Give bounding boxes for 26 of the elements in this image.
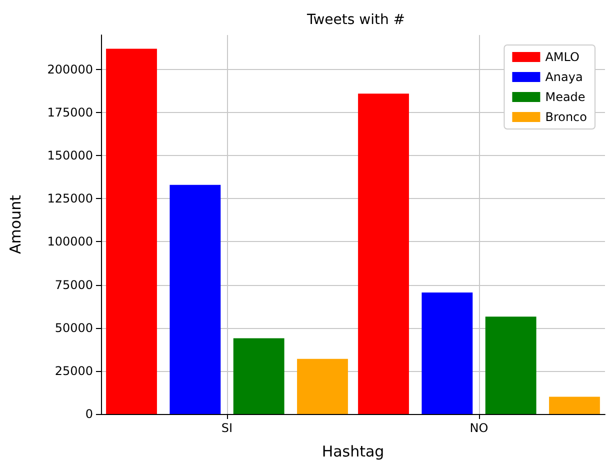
bar <box>297 358 348 414</box>
legend-label: Bronco <box>545 110 588 124</box>
legend-label: Meade <box>545 90 586 104</box>
y-tick-label: 50000 <box>54 320 93 335</box>
chart-title: Tweets with # <box>306 12 406 28</box>
y-tick-label: 150000 <box>47 148 93 163</box>
x-tick-label: SI <box>221 421 233 435</box>
bar <box>106 48 157 414</box>
bar <box>485 316 536 414</box>
bar <box>358 94 409 414</box>
bar <box>170 184 221 414</box>
y-tick-label: 0 <box>85 407 93 421</box>
y-tick-label: 125000 <box>47 192 93 206</box>
x-axis-title: Hashtag <box>322 442 384 460</box>
legend-label: Anaya <box>545 70 583 84</box>
bar <box>233 338 284 414</box>
x-tick-label: NO <box>470 421 488 435</box>
y-tick-label: 200000 <box>47 62 93 76</box>
y-tick-label: 25000 <box>54 364 93 378</box>
bar <box>422 292 473 414</box>
y-tick-label: 75000 <box>54 278 93 292</box>
y-tick-label: 100000 <box>47 234 93 249</box>
y-axis-title: Amount <box>6 194 24 254</box>
y-tick-label: 175000 <box>47 106 93 120</box>
legend-label: AMLO <box>545 50 580 64</box>
bar <box>549 396 600 414</box>
